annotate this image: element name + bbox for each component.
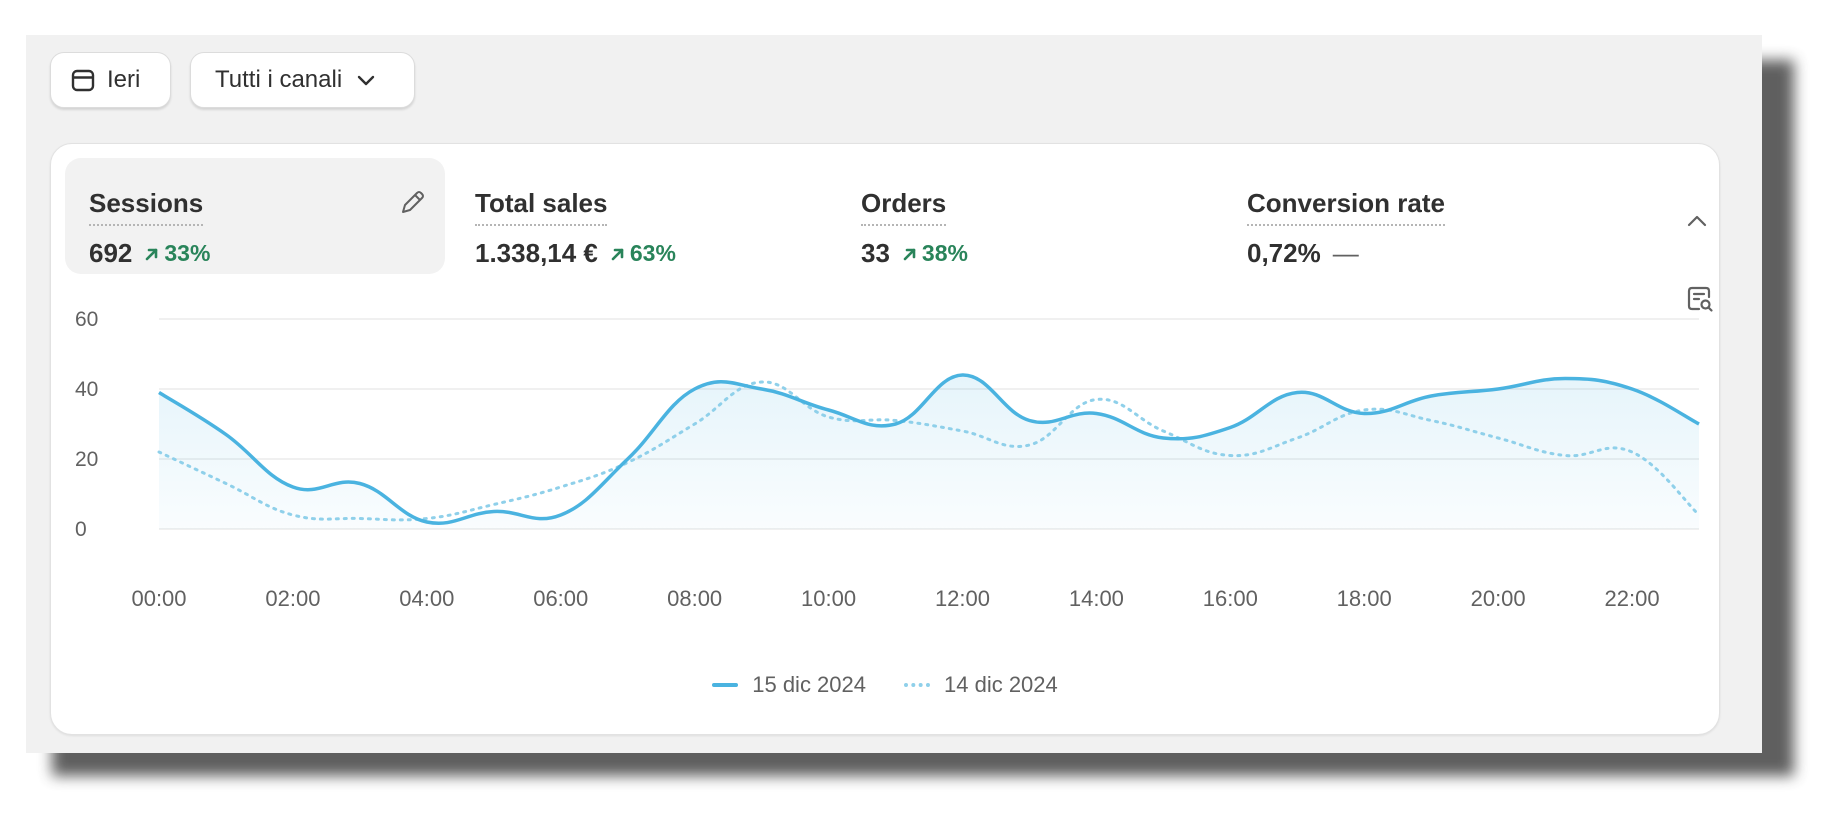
legend-label: 15 dic 2024 <box>752 672 866 697</box>
x-tick-label: 18:00 <box>1337 586 1392 611</box>
x-tick-label: 02:00 <box>265 586 320 611</box>
metric-change-value: 38% <box>921 240 968 266</box>
metric-value: 33 <box>861 238 890 268</box>
date-filter-label: Ieri <box>107 66 141 93</box>
x-tick-label: 14:00 <box>1069 586 1124 611</box>
y-tick-label: 0 <box>75 518 87 541</box>
x-tick-label: 06:00 <box>533 586 588 611</box>
series-area-current <box>159 374 1699 529</box>
calendar-icon <box>69 66 97 94</box>
chevron-down-icon <box>352 66 380 94</box>
channel-filter-dropdown[interactable]: Tutti i canali <box>190 52 415 108</box>
x-tick-label: 08:00 <box>667 586 722 611</box>
metric-value: 0,72% <box>1247 238 1321 268</box>
pencil-icon[interactable] <box>397 188 427 218</box>
metric-change: 38% <box>902 240 968 267</box>
channel-filter-label: Tutti i canali <box>215 66 343 93</box>
metric-change-value: 33% <box>164 240 211 266</box>
metric-orders[interactable]: Orders 33 38% <box>837 158 1217 274</box>
metric-label: Total sales <box>475 188 608 226</box>
analytics-panel: Ieri Tutti i canali Sessions 692 33% <box>26 35 1762 753</box>
data-explore-icon[interactable] <box>1685 284 1715 314</box>
legend-swatch-solid <box>712 683 739 687</box>
x-tick-label: 20:00 <box>1471 586 1526 611</box>
metric-label: Sessions <box>89 188 204 226</box>
date-filter-button[interactable]: Ieri <box>50 52 171 108</box>
metric-change-value: — <box>1332 238 1359 268</box>
y-tick-label: 60 <box>75 308 98 331</box>
legend-item-current[interactable]: 15 dic 2024 <box>712 672 866 698</box>
metric-sessions[interactable]: Sessions 692 33% <box>65 158 445 274</box>
x-tick-label: 12:00 <box>935 586 990 611</box>
metric-label: Orders <box>861 188 947 226</box>
arrow-up-right-icon <box>611 248 624 260</box>
chart-legend: 15 dic 2024 14 dic 2024 <box>51 672 1719 698</box>
arrow-up-right-icon <box>146 248 158 260</box>
y-tick-label: 20 <box>75 448 98 471</box>
metric-total-sales[interactable]: Total sales 1.338,14 € 63% <box>451 158 831 274</box>
x-tick-label: 04:00 <box>399 586 454 611</box>
metric-change-value: 63% <box>629 240 676 266</box>
arrow-up-right-icon <box>903 248 916 260</box>
metric-change: 33% <box>144 240 210 267</box>
sessions-line-chart: 0 20 40 60 00:00 02:00 04:00 06:00 08:00 10:00 12:… <box>75 308 1701 611</box>
metric-value: 692 <box>89 238 133 268</box>
metric-value: 1.338,14 € <box>475 238 598 268</box>
legend-label: 14 dic 2024 <box>944 672 1058 697</box>
metrics-chart-card: Sessions 692 33% Total sales 1.338,14 € … <box>50 143 1720 735</box>
x-tick-label: 00:00 <box>131 586 186 611</box>
x-tick-label: 16:00 <box>1203 586 1258 611</box>
x-tick-label: 10:00 <box>801 586 856 611</box>
metric-label: Conversion rate <box>1247 188 1445 226</box>
y-tick-label: 40 <box>75 378 98 401</box>
chevron-up-icon[interactable] <box>1684 208 1710 234</box>
metric-change: 63% <box>610 240 676 267</box>
x-tick-label: 22:00 <box>1605 586 1660 611</box>
legend-item-previous[interactable]: 14 dic 2024 <box>904 672 1058 698</box>
legend-swatch-dotted <box>904 683 930 687</box>
metric-conversion-rate[interactable]: Conversion rate 0,72% — <box>1223 158 1603 274</box>
